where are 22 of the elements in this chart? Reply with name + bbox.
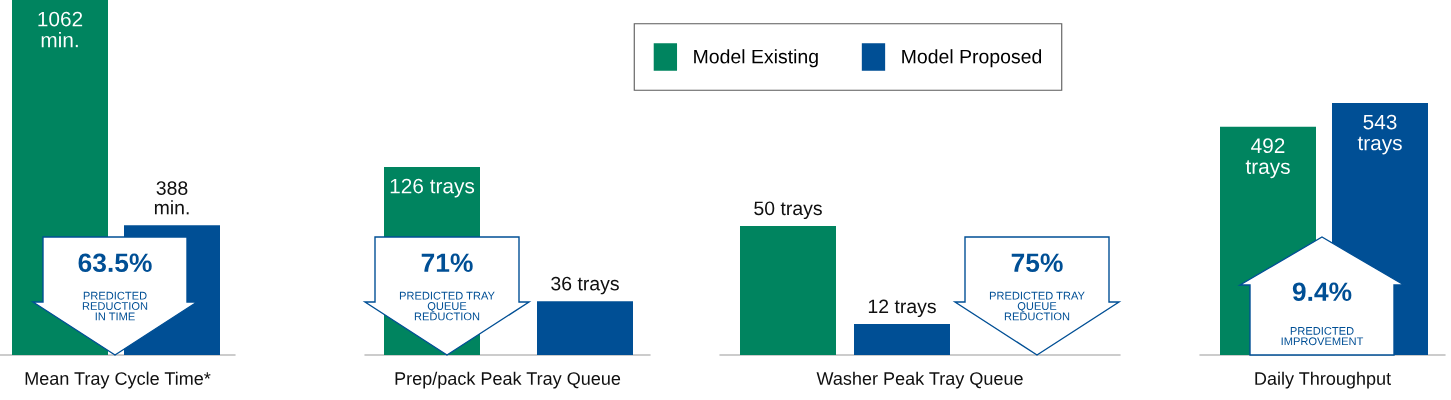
annotation: 63.5% <box>78 253 152 273</box>
data-label: 12 trays <box>868 299 936 318</box>
x-axis-title: Mean Tray Cycle Time* <box>25 371 211 389</box>
data-label: 492 trays <box>1245 138 1290 179</box>
data-label: 36 trays <box>551 276 619 295</box>
legend-label: Model Existing <box>694 49 818 68</box>
annotation: PREDICTED TRAY QUEUE REDUCTION <box>399 291 495 321</box>
annotation: PREDICTED IMPROVEMENT <box>1281 326 1364 346</box>
legend-label: Model Proposed <box>902 49 1042 68</box>
annotation: 75% <box>1011 253 1063 273</box>
data-label: 1062 min. <box>38 11 83 48</box>
data-label: 50 trays <box>754 201 822 220</box>
x-axis-title: Daily Throughput <box>1255 371 1391 389</box>
annotation: 71% <box>421 253 473 273</box>
annotation: PREDICTED TRAY QUEUE REDUCTION <box>989 291 1085 321</box>
data-label: 543 trays <box>1357 114 1402 155</box>
data-label: 388 min. <box>154 181 189 215</box>
data-label: 126 trays <box>390 178 475 198</box>
annotation: 9.4% <box>1292 282 1352 302</box>
x-axis-title: Prep/pack Peak Tray Queue <box>395 371 621 389</box>
annotation: PREDICTED REDUCTION IN TIME <box>82 291 148 321</box>
x-axis-title: Washer Peak Tray Queue <box>816 371 1023 389</box>
